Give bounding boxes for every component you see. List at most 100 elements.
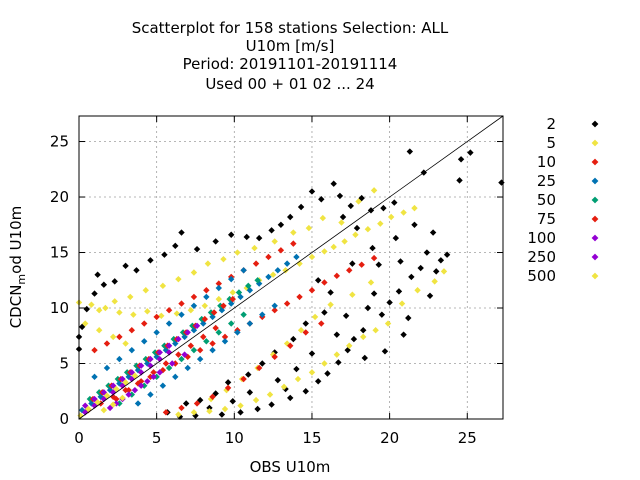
x-axis-ticks: 0 5 10 15 20 25 <box>74 116 477 447</box>
data-point <box>128 375 136 383</box>
data-point <box>94 399 101 406</box>
scatter-points <box>75 148 505 420</box>
data-point <box>144 308 151 315</box>
data-point <box>255 364 263 372</box>
legend-label: 250 <box>527 248 556 266</box>
data-point <box>381 348 389 355</box>
data-point <box>196 346 204 354</box>
data-point <box>314 378 322 385</box>
data-point <box>336 192 344 200</box>
data-point <box>150 373 157 381</box>
data-point <box>333 272 341 280</box>
title-line-1: Scatterplot for 158 stations Selection: … <box>132 19 449 37</box>
data-point <box>220 255 227 263</box>
data-point <box>380 204 387 212</box>
data-point <box>333 331 341 338</box>
data-point <box>200 333 207 341</box>
data-point <box>190 409 198 416</box>
data-point <box>88 301 95 308</box>
data-point <box>308 287 316 294</box>
data-point <box>467 149 474 156</box>
legend-label: 25 <box>537 172 556 190</box>
data-point <box>321 360 328 367</box>
legend-label: 500 <box>527 267 556 285</box>
data-point <box>391 199 398 206</box>
data-point <box>433 268 440 275</box>
data-point <box>243 233 250 241</box>
data-point <box>128 327 136 334</box>
data-point <box>229 398 236 405</box>
y-tick-label: 0 <box>59 410 69 428</box>
data-point <box>94 271 101 278</box>
data-point <box>137 378 145 385</box>
data-point <box>187 342 195 349</box>
data-point <box>437 257 445 264</box>
data-point <box>147 355 154 363</box>
data-point <box>109 393 117 401</box>
data-point <box>240 311 247 318</box>
data-point <box>137 369 145 376</box>
data-point <box>305 224 313 232</box>
data-point <box>235 289 243 296</box>
data-point <box>296 293 303 301</box>
data-point <box>293 253 300 261</box>
data-point <box>190 346 198 354</box>
data-point <box>324 370 331 377</box>
data-point <box>245 371 252 378</box>
data-point <box>252 396 260 404</box>
data-point <box>119 382 126 389</box>
data-point <box>251 244 258 252</box>
data-point <box>246 389 254 396</box>
data-point <box>196 355 204 363</box>
data-point <box>175 351 182 358</box>
data-point <box>159 282 167 290</box>
data-point <box>83 305 90 313</box>
data-point <box>215 295 222 303</box>
data-point <box>293 365 300 373</box>
data-point <box>287 213 294 221</box>
data-point <box>102 304 109 312</box>
data-point <box>131 386 139 394</box>
data-point <box>370 290 378 297</box>
data-point <box>330 243 337 251</box>
data-point <box>398 300 406 307</box>
data-point <box>397 258 404 265</box>
grid-lines <box>79 116 503 419</box>
y-tick-label: 20 <box>50 188 69 206</box>
data-point <box>378 311 386 318</box>
data-point <box>158 312 165 319</box>
data-point <box>119 394 126 402</box>
data-point <box>246 320 254 327</box>
data-point <box>259 311 266 318</box>
data-point <box>361 354 368 362</box>
data-point <box>255 234 263 242</box>
data-point <box>91 346 98 354</box>
data-point <box>360 333 367 341</box>
title-line-3: Period: 20191101-20191114 <box>183 55 398 73</box>
data-point <box>268 401 275 408</box>
data-point <box>370 187 378 194</box>
y-axis-label-main: CDCN <box>7 285 25 329</box>
data-point <box>153 313 160 321</box>
data-point <box>347 202 354 210</box>
data-point <box>319 214 327 222</box>
data-point <box>147 391 154 398</box>
data-point <box>156 349 163 356</box>
data-point <box>165 349 173 356</box>
legend-marker <box>591 234 599 242</box>
data-point <box>426 292 434 300</box>
data-point <box>327 301 334 308</box>
data-point <box>116 355 123 363</box>
data-point <box>210 309 218 316</box>
data-point <box>237 409 244 416</box>
data-point <box>162 409 170 416</box>
data-point <box>130 311 137 318</box>
data-point <box>429 229 437 236</box>
data-point <box>308 369 316 376</box>
data-point <box>277 221 285 228</box>
data-point <box>175 275 182 283</box>
data-point <box>290 229 297 236</box>
data-point <box>212 238 219 245</box>
data-point <box>271 307 278 314</box>
data-point <box>287 394 294 402</box>
